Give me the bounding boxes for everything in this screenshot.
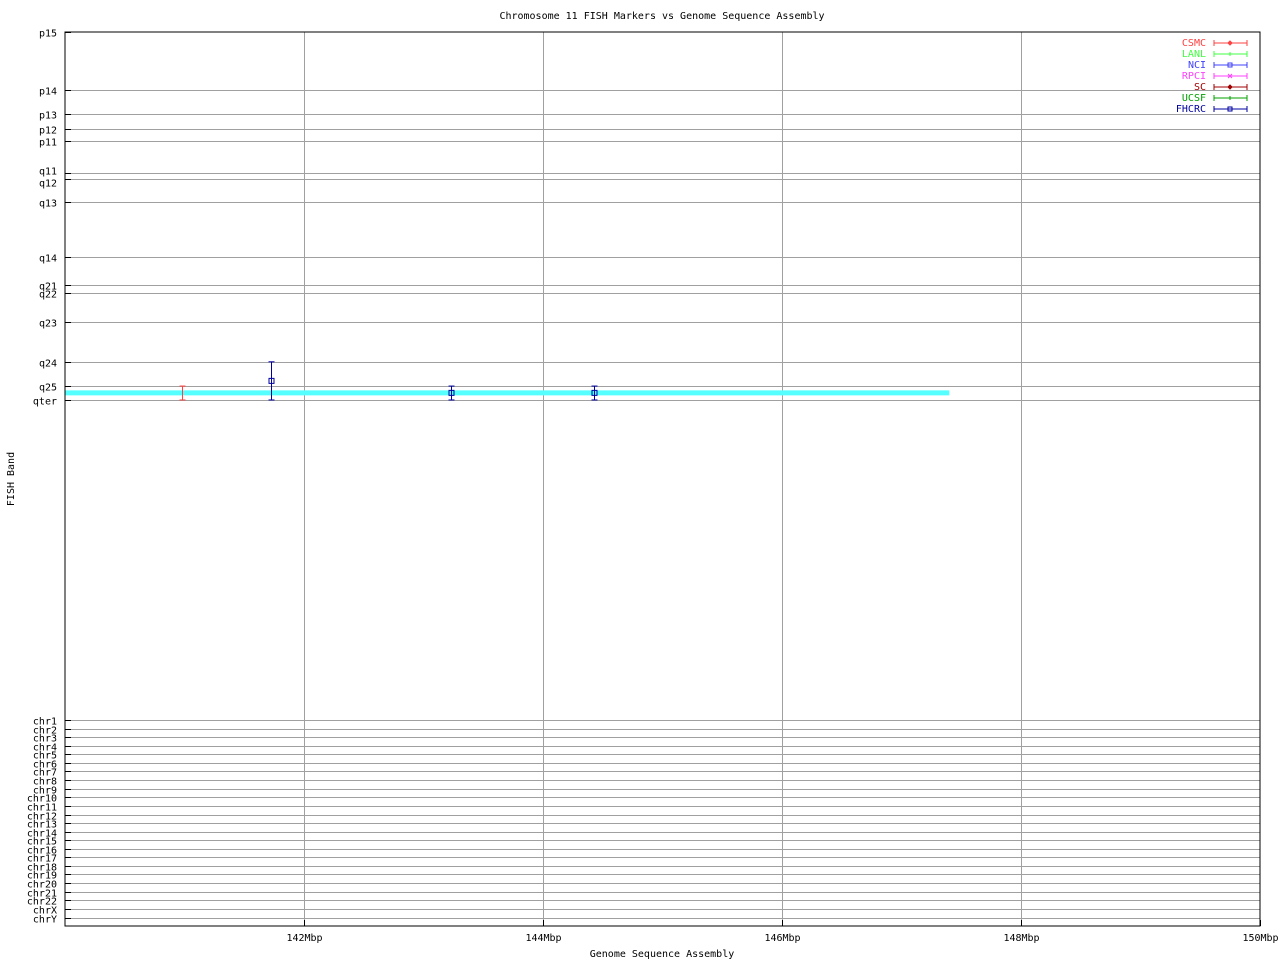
y-tick-label: q22: [39, 290, 57, 301]
x-tick-label: 142Mbp: [286, 933, 322, 944]
y-tick-label: chr6: [33, 760, 57, 771]
x-tick-label: 148Mbp: [1003, 933, 1039, 944]
y-tick-label: chr12: [27, 812, 57, 823]
y-tick-label: chr7: [33, 768, 57, 779]
x-tick-label: 146Mbp: [764, 933, 800, 944]
y-tick-label: qter: [33, 397, 57, 408]
y-tick-label: chr21: [27, 889, 57, 900]
y-tick-label: chr1: [33, 717, 57, 728]
y-tick-label: p15: [39, 29, 57, 40]
x-tick-label: 150Mbp: [1242, 933, 1278, 944]
y-tick-label: chr14: [27, 829, 57, 840]
y-tick-label: chr15: [27, 837, 57, 848]
y-tick-label: chr17: [27, 854, 57, 865]
y-tick-label: chr8: [33, 777, 57, 788]
legend-marker: [1227, 106, 1233, 112]
legend-label: LANL: [1182, 49, 1206, 60]
y-tick-label: chr18: [27, 863, 57, 874]
legend-label: FHCRC: [1176, 104, 1206, 115]
y-tick-label: p14: [39, 87, 57, 98]
y-tick-label: chrY: [33, 915, 57, 926]
legend-marker: [1227, 40, 1233, 46]
y-tick-label: q11: [39, 167, 57, 178]
legend-label: NCI: [1188, 60, 1206, 71]
y-tick-label: chr13: [27, 820, 57, 831]
plot-border: [64, 31, 1261, 927]
data-point-fhcrc: [268, 361, 275, 401]
y-tick-label: chr22: [27, 897, 57, 908]
y-tick-label: chr2: [33, 726, 57, 737]
y-tick-label: p13: [39, 111, 57, 122]
y-tick-label: chr16: [27, 846, 57, 857]
y-tick-label: q14: [39, 254, 57, 265]
legend-marker: [1227, 62, 1233, 68]
legend-label: UCSF: [1182, 93, 1206, 104]
y-tick-label: chr9: [33, 786, 57, 797]
y-tick-label: chr19: [27, 871, 57, 882]
y-tick-label: q13: [39, 199, 57, 210]
y-tick-label: chr10: [27, 794, 57, 805]
data-point-fhcrc: [448, 385, 455, 401]
y-tick-label: chr11: [27, 803, 57, 814]
legend-marker: [1227, 84, 1233, 90]
y-tick-label: chrX: [33, 906, 57, 917]
y-tick-label: q24: [39, 359, 57, 370]
legend-label: CSMC: [1182, 38, 1206, 49]
point-marker: [448, 389, 455, 396]
y-tick-label: q25: [39, 383, 57, 394]
data-point-csmc: [179, 385, 186, 401]
y-tick-label: p11: [39, 138, 57, 149]
data-point-fhcrc: [591, 385, 598, 401]
y-tick-label: chr4: [33, 743, 57, 754]
legend-label: RPCI: [1182, 71, 1206, 82]
y-axis-label: FISH Band: [6, 452, 17, 506]
y-tick-label: q12: [39, 179, 57, 190]
x-tick-label: 144Mbp: [525, 933, 561, 944]
point-marker: [591, 389, 598, 396]
point-marker: [268, 377, 275, 384]
y-tick-label: chr20: [27, 880, 57, 891]
y-tick-label: q21: [39, 282, 57, 293]
y-tick-label: chr5: [33, 751, 57, 762]
y-tick-label: p12: [39, 126, 57, 137]
legend-label: SC: [1194, 82, 1206, 93]
chart-title: Chromosome 11 FISH Markers vs Genome Seq…: [499, 11, 824, 22]
y-tick-label: q23: [39, 319, 57, 330]
legend-marker: [1227, 73, 1233, 79]
y-tick-label: chr3: [33, 734, 57, 745]
x-axis-label: Genome Sequence Assembly: [590, 949, 735, 960]
